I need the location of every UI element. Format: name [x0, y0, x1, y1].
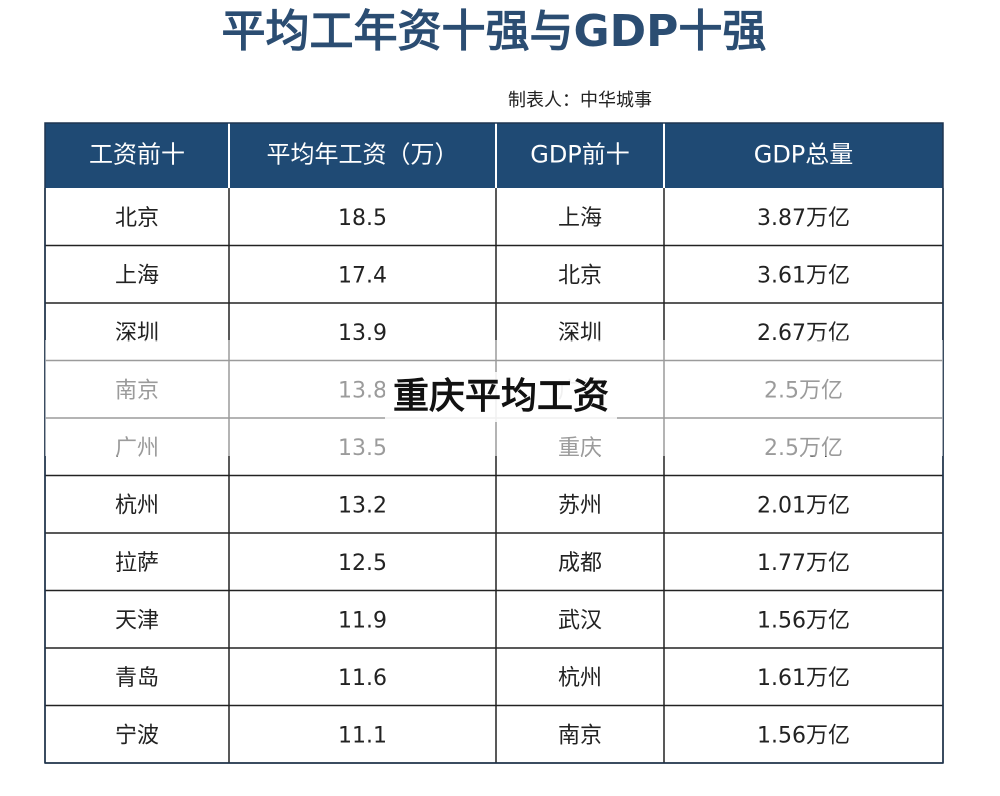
- table-cell: 11.9: [338, 608, 387, 633]
- table-cell: 北京: [115, 206, 159, 231]
- table-cell: 苏州: [558, 493, 602, 518]
- table-cell: 1.61万亿: [757, 666, 850, 691]
- header-cell: 平均年工资（万）: [267, 141, 459, 169]
- table-cell: 11.6: [338, 666, 387, 691]
- table-cell: 杭州: [115, 493, 159, 518]
- table-cell: 南京: [558, 723, 602, 748]
- table-cell: 13.2: [338, 493, 387, 518]
- table-cell: 青岛: [115, 666, 159, 691]
- overlay-label-bg: [385, 372, 617, 422]
- subtitle: 制表人：中华城事: [508, 90, 652, 111]
- header-cell: 工资前十: [89, 141, 185, 169]
- table-cell: 1.56万亿: [757, 723, 850, 748]
- table-cell: 12.5: [338, 551, 387, 576]
- title: 平均工年资十强与GDP十强: [222, 6, 767, 57]
- table-cell: 11.1: [338, 723, 387, 748]
- table-cell: 18.5: [338, 206, 387, 231]
- header-cell: GDP前十: [530, 141, 630, 169]
- table-cell: 宁波: [115, 723, 159, 748]
- table-cell: 上海: [558, 206, 602, 231]
- table-cell: 北京: [558, 263, 602, 288]
- overlay-text: 重庆平均工资: [393, 376, 609, 417]
- table-cell: 成都: [558, 551, 602, 576]
- table-cell: 3.87万亿: [757, 206, 850, 231]
- table-cell: 1.56万亿: [757, 608, 850, 633]
- table-cell: 3.61万亿: [757, 263, 850, 288]
- table-cell: 杭州: [558, 666, 602, 691]
- table-cell: 天津: [115, 608, 159, 633]
- header-cell: GDP总量: [754, 141, 854, 169]
- table-cell: 17.4: [338, 263, 387, 288]
- header-background: [45, 123, 943, 188]
- table-cell: 武汉: [558, 608, 602, 633]
- table-cell: 拉萨: [115, 551, 159, 576]
- table-cell: 上海: [115, 263, 159, 288]
- table-cell: 1.77万亿: [757, 551, 850, 576]
- table-cell: 2.01万亿: [757, 493, 850, 518]
